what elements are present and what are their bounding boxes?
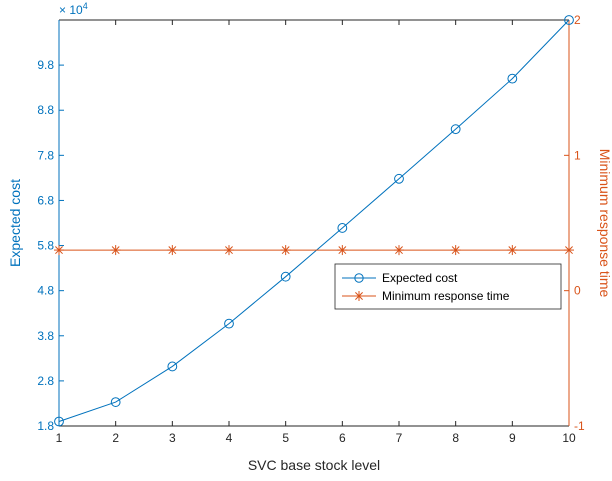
left-tick-label: 4.8 bbox=[37, 284, 54, 298]
data-point bbox=[394, 173, 404, 184]
x-axis-title: SVC base stock level bbox=[248, 457, 380, 473]
x-tick-label: 6 bbox=[339, 431, 346, 445]
data-point bbox=[110, 397, 121, 407]
legend-marker-min-response bbox=[354, 291, 364, 301]
right-tick-label: -1 bbox=[574, 419, 585, 433]
x-tick-label: 1 bbox=[56, 431, 63, 445]
x-tick-label: 10 bbox=[562, 431, 576, 445]
data-point bbox=[224, 318, 234, 329]
left-axis-exponent: × 104 bbox=[59, 1, 88, 17]
x-tick-label: 5 bbox=[282, 431, 289, 445]
left-axis-ticks: 1.8 2.8 3.8 4.8 5.8 6.8 7.8 8.8 9.8 bbox=[37, 58, 64, 433]
left-tick-label: 5.8 bbox=[37, 239, 54, 253]
data-point bbox=[507, 245, 518, 256]
left-tick-label: 1.8 bbox=[37, 419, 54, 433]
x-tick-label: 9 bbox=[509, 431, 516, 445]
data-point bbox=[564, 15, 574, 25]
x-axis-ticks: 1 2 3 4 5 6 7 8 9 10 bbox=[56, 20, 576, 445]
series-layer bbox=[54, 15, 574, 427]
right-tick-label: 2 bbox=[574, 13, 581, 27]
data-point bbox=[280, 245, 291, 256]
right-tick-label: 1 bbox=[574, 148, 581, 162]
data-point bbox=[110, 245, 121, 256]
legend-asterisk-glyph bbox=[354, 291, 364, 301]
legend-box bbox=[334, 263, 562, 310]
data-point bbox=[54, 245, 64, 256]
data-point bbox=[224, 245, 234, 256]
series-line-expected-cost bbox=[58, 19, 570, 422]
data-point bbox=[337, 223, 348, 233]
legend-label-expected-cost: Expected cost bbox=[382, 271, 458, 285]
data-point bbox=[54, 416, 64, 427]
right-axis-title: Minimum response time bbox=[597, 149, 612, 298]
legend-marker-expected-cost bbox=[354, 273, 364, 283]
left-tick-label: 9.8 bbox=[37, 58, 54, 72]
data-point bbox=[450, 245, 461, 256]
x-tick-label: 4 bbox=[226, 431, 233, 445]
exponent-power: 4 bbox=[83, 1, 88, 11]
legend: Expected cost Minimum response time bbox=[334, 263, 562, 310]
data-point bbox=[507, 73, 518, 84]
data-point bbox=[280, 271, 291, 282]
right-tick-label: 0 bbox=[574, 284, 581, 298]
data-point bbox=[394, 245, 404, 256]
plot-area bbox=[59, 20, 569, 426]
x-tick-label: 8 bbox=[452, 431, 459, 445]
x-tick-label: 7 bbox=[396, 431, 403, 445]
data-point bbox=[337, 245, 348, 256]
x-tick-label: 3 bbox=[169, 431, 176, 445]
left-tick-label: 3.8 bbox=[37, 329, 54, 343]
data-point bbox=[564, 245, 574, 256]
exponent-base: × 10 bbox=[59, 3, 83, 17]
data-point bbox=[450, 124, 461, 135]
legend-label-min-response: Minimum response time bbox=[382, 289, 510, 303]
x-tick-label: 2 bbox=[112, 431, 119, 445]
left-axis-title: Expected cost bbox=[7, 179, 23, 267]
left-tick-label: 2.8 bbox=[37, 374, 54, 388]
left-tick-label: 6.8 bbox=[37, 193, 54, 207]
data-point bbox=[167, 361, 178, 372]
left-tick-label: 8.8 bbox=[37, 103, 54, 117]
left-tick-label: 7.8 bbox=[37, 148, 54, 162]
data-point bbox=[167, 245, 178, 256]
